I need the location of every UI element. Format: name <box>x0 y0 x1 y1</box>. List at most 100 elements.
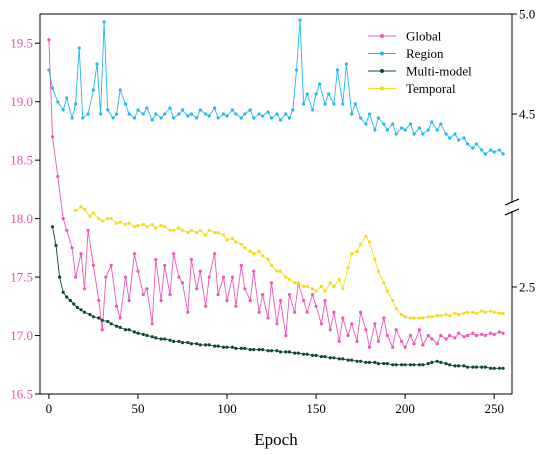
data-point <box>141 293 145 297</box>
legend: Global Region Multi-model Temporal <box>368 29 472 96</box>
data-point <box>471 146 475 150</box>
data-point <box>106 108 110 112</box>
data-point <box>400 339 404 343</box>
data-point <box>127 328 131 332</box>
data-point <box>287 277 291 281</box>
data-point <box>448 363 452 367</box>
data-point <box>234 304 238 308</box>
left-tick-label: 19.5 <box>10 36 33 51</box>
axes-layer: 0 50 100 150 200 250 16.5 17.0 17.5 18.0 18.5 19.0 1… <box>10 7 535 417</box>
data-point <box>435 359 439 363</box>
data-point <box>373 322 377 326</box>
data-point <box>474 311 478 315</box>
data-point <box>373 360 377 364</box>
data-point <box>457 312 461 317</box>
data-point <box>123 222 128 227</box>
data-point <box>115 304 119 308</box>
data-point <box>341 316 345 320</box>
data-point <box>82 287 87 291</box>
data-point <box>341 102 345 106</box>
left-tick-label: 16.5 <box>10 387 33 402</box>
data-point <box>291 108 295 112</box>
data-point <box>314 289 318 293</box>
data-point <box>127 298 131 303</box>
data-point <box>230 345 234 349</box>
data-point <box>195 287 199 291</box>
legend-entry: Global <box>368 29 442 44</box>
x-tick-label: 200 <box>395 401 415 416</box>
data-point <box>435 128 439 132</box>
data-point <box>421 363 425 367</box>
data-point <box>252 116 256 120</box>
data-point <box>257 310 261 314</box>
data-point <box>213 231 217 235</box>
data-point <box>136 269 140 273</box>
data-point <box>462 364 466 368</box>
data-point <box>364 328 368 332</box>
series-line <box>75 206 504 319</box>
data-point <box>310 353 315 357</box>
data-point <box>483 365 487 369</box>
data-point <box>172 339 176 343</box>
data-point <box>408 333 413 338</box>
data-point <box>177 226 181 230</box>
data-point <box>497 366 502 370</box>
data-point <box>95 62 99 66</box>
data-point <box>385 333 389 338</box>
data-point <box>439 333 443 338</box>
data-point <box>474 365 478 369</box>
data-point <box>439 314 443 318</box>
data-point <box>465 333 470 338</box>
data-point <box>189 228 193 232</box>
data-point <box>319 284 323 288</box>
data-point <box>373 257 377 262</box>
data-point <box>465 142 470 146</box>
data-point <box>314 353 318 357</box>
data-point <box>221 275 226 279</box>
data-point <box>248 249 252 253</box>
data-point <box>298 18 302 22</box>
data-point <box>225 298 229 303</box>
data-point <box>100 219 104 223</box>
data-point <box>294 68 299 72</box>
data-point <box>278 118 283 122</box>
data-point <box>234 112 238 116</box>
data-point <box>403 128 407 132</box>
data-point <box>480 309 484 313</box>
data-point <box>359 242 363 246</box>
data-point <box>243 112 247 116</box>
data-point <box>501 311 505 315</box>
data-point <box>385 128 389 132</box>
data-point <box>391 298 395 303</box>
data-point <box>68 298 72 303</box>
data-point <box>480 148 484 152</box>
data-point <box>287 116 291 120</box>
data-point <box>266 257 270 262</box>
data-point <box>453 364 457 368</box>
data-point <box>163 112 167 116</box>
data-point <box>269 281 274 285</box>
data-point <box>408 316 413 320</box>
data-point <box>426 333 430 338</box>
data-point <box>353 102 357 106</box>
data-point <box>284 333 288 338</box>
data-point <box>56 100 60 104</box>
data-point <box>213 106 217 110</box>
data-point <box>261 114 265 118</box>
data-point <box>323 102 327 106</box>
legend-label: Region <box>406 46 444 61</box>
data-point <box>159 224 163 228</box>
data-point <box>492 150 496 154</box>
data-point <box>195 231 199 235</box>
data-point <box>364 234 368 238</box>
data-point <box>204 233 208 237</box>
data-point <box>382 281 386 285</box>
data-point <box>284 350 288 354</box>
data-point <box>367 360 372 364</box>
data-point <box>58 275 62 279</box>
data-point <box>221 112 226 116</box>
data-point <box>444 362 448 366</box>
data-point <box>115 221 119 225</box>
left-tick-label: 18.0 <box>10 211 33 226</box>
